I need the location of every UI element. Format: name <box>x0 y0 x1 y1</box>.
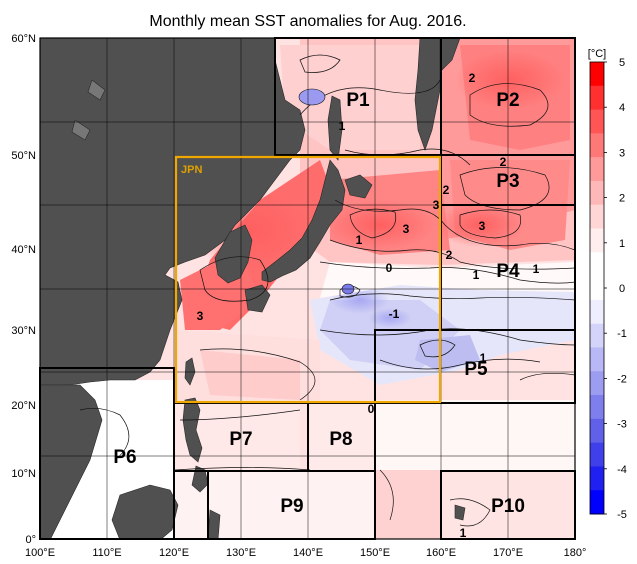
colorbar-tick-label: 2 <box>619 193 625 205</box>
region-box-jpn <box>174 155 442 404</box>
lon-tick-label: 140°E <box>293 547 323 559</box>
colorbar-swatch <box>590 62 604 87</box>
contour-label: 3 <box>479 219 486 233</box>
contour-label: 1 <box>473 268 480 282</box>
lat-tick-label: 50°N <box>11 150 36 162</box>
contour-label: 0 <box>386 261 393 275</box>
lon-tick-label: 150°E <box>360 547 390 559</box>
region-label-jpn: JPN <box>181 164 202 176</box>
lon-tick-label: 180° <box>564 547 587 559</box>
region-label-p2: P2 <box>496 90 519 111</box>
colorbar-tick-label: 0 <box>619 283 625 295</box>
colorbar-tick-label: 1 <box>619 238 625 250</box>
colorbar-tick-label: 4 <box>619 102 625 114</box>
colorbar-tick-label: -5 <box>617 509 627 521</box>
contour-label: 1 <box>480 351 487 365</box>
colorbar: [°C] 5 4 3 2 1 0 -1 -2 -3 -4 -5 <box>588 48 627 521</box>
lon-tick-label: 110°E <box>92 547 121 559</box>
region-label-p8: P8 <box>329 429 352 450</box>
contour-label: -1 <box>389 307 400 321</box>
lon-tick-label: 170°E <box>493 547 523 559</box>
contour-labels: 2 1 2 2 3 3 3 1 2 1 1 0 -1 3 1 0 1 <box>197 71 540 540</box>
region-label-p5: P5 <box>464 359 488 380</box>
colorbar-swatches <box>590 62 604 515</box>
colorbar-tick-label: 3 <box>619 147 625 159</box>
contour-label: 1 <box>460 526 467 540</box>
contour-label: 2 <box>500 155 507 169</box>
colorbar-swatch <box>590 228 604 253</box>
region-label-p6: P6 <box>113 447 136 468</box>
lon-tick-label: 120°E <box>159 547 189 559</box>
contour-label: 2 <box>469 71 476 85</box>
map-title: Monthly mean SST anomalies for Aug. 2016… <box>149 13 466 30</box>
land <box>40 38 466 539</box>
lat-axis: 0° 10°N 20°N 30°N 40°N 50°N 60°N <box>11 33 36 546</box>
colorbar-swatch <box>590 442 604 467</box>
colorbar-labels: 5 4 3 2 1 0 -1 -2 -3 -4 -5 <box>604 57 627 521</box>
colorbar-swatch <box>590 252 604 277</box>
region-label-p3: P3 <box>496 171 519 192</box>
contour-label: 1 <box>339 119 346 133</box>
region-label-p7: P7 <box>229 429 252 450</box>
lon-tick-label: 160°E <box>426 547 456 559</box>
lon-tick-label: 130°E <box>226 547 256 559</box>
lat-tick-label: 0° <box>25 534 36 546</box>
colorbar-swatch <box>590 133 604 158</box>
colorbar-swatch <box>590 323 604 348</box>
colorbar-swatch <box>590 347 604 372</box>
colorbar-swatch <box>590 418 604 444</box>
colorbar-swatch <box>590 490 604 515</box>
contour-label: 0 <box>368 402 375 416</box>
colorbar-swatch <box>590 85 604 111</box>
region-label-p1: P1 <box>346 90 370 111</box>
contour-label: 2 <box>443 183 450 197</box>
colorbar-tick-label: -3 <box>617 419 627 431</box>
region-label-p4: P4 <box>496 261 520 282</box>
colorbar-swatch <box>590 276 604 301</box>
colorbar-swatch <box>590 466 604 491</box>
colorbar-swatch <box>590 109 604 134</box>
colorbar-tick-label: -4 <box>617 464 627 476</box>
region-label-p10: P10 <box>491 496 525 517</box>
colorbar-tick-label: -1 <box>617 328 627 340</box>
colorbar-unit: [°C] <box>588 48 606 60</box>
contour-label: 3 <box>197 309 204 323</box>
contour-label: 1 <box>533 262 540 276</box>
contour-label: 3 <box>433 198 440 212</box>
lat-tick-label: 40°N <box>11 244 36 256</box>
sst-field <box>40 38 575 539</box>
lat-tick-label: 10°N <box>11 468 36 480</box>
contour-label: 2 <box>446 248 453 262</box>
colorbar-tick-label: 5 <box>619 57 625 69</box>
lat-tick-label: 20°N <box>11 400 36 412</box>
lat-tick-label: 30°N <box>11 325 36 337</box>
contour-label: 1 <box>356 233 363 247</box>
lon-tick-label: 100°E <box>25 547 55 559</box>
colorbar-swatch <box>590 157 604 182</box>
map-frame <box>39 37 576 540</box>
colorbar-swatch <box>590 204 604 230</box>
lat-tick-label: 60°N <box>11 33 36 45</box>
colorbar-tick-label: -2 <box>617 373 627 385</box>
colorbar-swatch <box>590 299 604 325</box>
colorbar-swatch <box>590 180 604 206</box>
contour-label: 3 <box>403 222 410 236</box>
lon-axis: 100°E 110°E 120°E 130°E 140°E 150°E 160°… <box>25 547 586 559</box>
colorbar-swatch <box>590 371 604 396</box>
region-label-p9: P9 <box>280 496 303 517</box>
colorbar-swatch <box>590 395 604 420</box>
